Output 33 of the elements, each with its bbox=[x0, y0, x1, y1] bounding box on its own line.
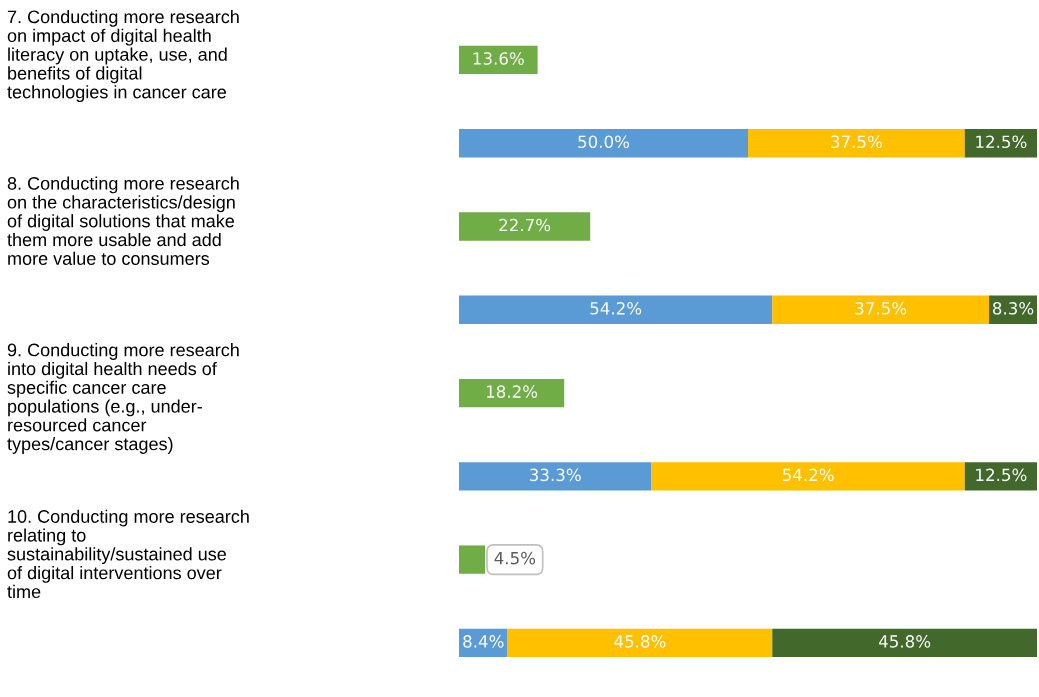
data-label: 37.5% bbox=[855, 302, 907, 315]
data-label: 45.8% bbox=[614, 635, 666, 648]
bar bbox=[459, 462, 652, 491]
data-label: 54.2% bbox=[590, 302, 642, 315]
data-label: 45.8% bbox=[878, 635, 931, 648]
bar bbox=[459, 45, 538, 75]
y-tick-label: 10. Conducting more research relating to sustainability/sustained use of digital interventions over time bbox=[7, 509, 249, 599]
data-label: 54.2% bbox=[782, 468, 834, 482]
data-label: 12.5% bbox=[976, 468, 1027, 482]
bar bbox=[507, 628, 773, 658]
data-label: 33.3% bbox=[530, 468, 581, 482]
bar bbox=[772, 628, 1037, 658]
data-label: 13.6% bbox=[473, 52, 524, 65]
bar bbox=[964, 129, 1037, 158]
y-tick-label: 7. Conducting more research on impact of digital health literacy on uptake, use, and benefits of digital technologies in cancer care bbox=[7, 9, 239, 102]
data-label: 12.5% bbox=[976, 135, 1027, 149]
y-tick-label: 8. Conducting more research on the characteristics/design of digital solutions that make them more usable and add more value to consumers bbox=[7, 176, 239, 265]
y-tick-label: 9. Conducting more research into digital health needs of specific cancer care populations (e.g., under- resourced cancer types/cancer stages) bbox=[7, 343, 239, 454]
data-label: 8.3% bbox=[992, 302, 1034, 315]
bar bbox=[651, 462, 965, 491]
bar bbox=[459, 378, 565, 408]
bar bbox=[748, 129, 965, 158]
data-label: 22.7% bbox=[499, 218, 551, 232]
bar bbox=[964, 462, 1037, 491]
bar bbox=[459, 295, 773, 324]
data-label: 8.4% bbox=[463, 635, 504, 648]
data-label: 37.5% bbox=[831, 135, 882, 149]
data-label: 4.5% bbox=[494, 551, 536, 565]
data-label: 50.0% bbox=[578, 135, 630, 149]
bar bbox=[772, 295, 990, 324]
data-label: 18.2% bbox=[486, 385, 538, 398]
bar bbox=[459, 212, 591, 241]
bar bbox=[459, 129, 748, 158]
